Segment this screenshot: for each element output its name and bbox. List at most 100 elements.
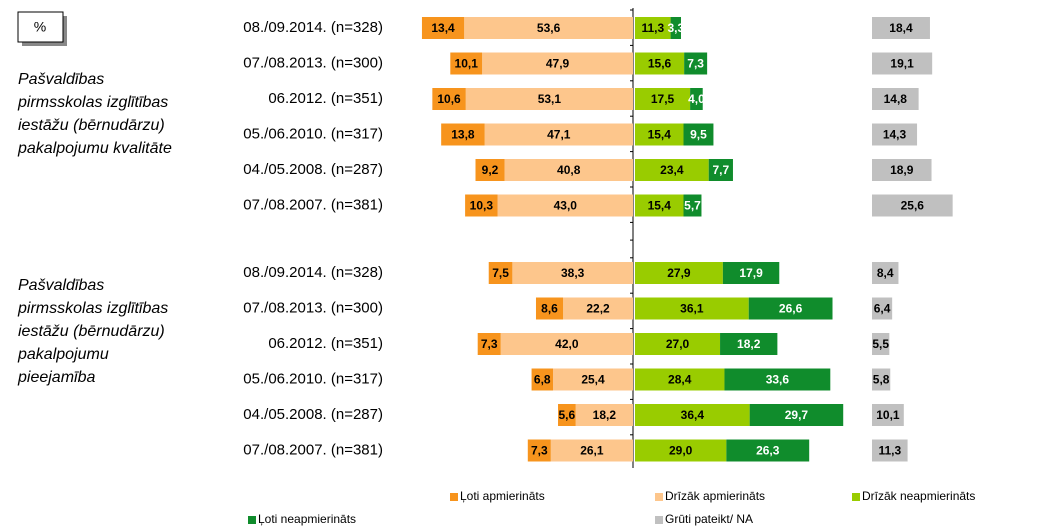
data-label: 3,3 [667,21,684,35]
data-label: 15,4 [648,199,672,213]
bar-segment [421,17,465,39]
data-label: 10,1 [455,57,479,71]
data-label: 53,6 [537,21,561,35]
bar-segment [684,52,708,75]
legend-swatch [655,516,663,524]
bar-segment [535,297,564,320]
data-label: 40,8 [557,163,581,177]
category-label: 06.2012. (n=351) [268,90,383,107]
data-label: 13,8 [451,128,475,142]
bar-segment [477,333,501,355]
data-label: 28,4 [668,373,692,387]
bar-segment [872,194,953,217]
data-label: 42,0 [555,337,579,351]
legend-swatch [248,516,256,524]
bar-segment [512,262,633,284]
bar-segment [635,194,684,217]
bar-segment [635,368,725,391]
data-label: 36,4 [681,408,705,422]
data-label: 19,1 [890,57,914,71]
data-label: 4,0 [688,92,705,106]
bar-segment [558,404,576,426]
data-label: 25,4 [581,373,605,387]
data-label: 15,6 [648,57,672,71]
data-label: 9,2 [482,163,499,177]
bar-segment [450,52,483,75]
data-label: 8,4 [877,266,894,280]
data-label: 5,6 [559,408,576,422]
bar-segment [872,297,893,320]
data-label: 6,8 [534,373,551,387]
data-label: 29,7 [785,408,809,422]
data-label: 6,4 [874,302,891,316]
data-label: 11,3 [878,444,901,458]
bar-segment [635,52,685,75]
bar-segment [670,17,681,39]
data-label: 9,5 [690,128,707,142]
bar-segment [563,297,633,320]
bar-segment [531,368,553,391]
data-label: 27,9 [667,266,691,280]
data-label: 7,3 [481,337,498,351]
bar-segment [500,333,633,355]
bar-segment [683,194,702,217]
bar-segment [635,123,684,146]
category-label: 06.2012. (n=351) [268,335,383,352]
category-label: 05./06.2010. (n=317) [243,125,383,142]
bar-segment [575,404,633,426]
data-label: 11,3 [641,21,664,35]
data-label: 10,6 [437,92,461,106]
bar-segment [497,194,633,217]
group-title: Pašvaldības pirmsskolas izglītības iestā… [18,71,172,157]
bar-segment [635,159,709,181]
bar-segment [635,262,723,284]
data-label: 7,5 [492,266,509,280]
bar-segment [748,297,833,320]
category-label: 07./08.2013. (n=300) [243,54,383,71]
data-label: 29,0 [669,444,693,458]
data-label: 8,6 [541,302,558,316]
bar-segment [527,439,551,462]
data-label: 33,6 [766,373,790,387]
bar-segment [475,159,505,181]
category-label: 05./06.2010. (n=317) [243,370,383,387]
category-label: 04./05.2008. (n=287) [243,161,383,178]
bar-segment [872,17,930,39]
bar-segment [432,88,466,110]
bar-segment [872,404,904,426]
data-label: 26,6 [779,302,803,316]
data-label: 36,1 [680,302,704,316]
legend-label: Drīzāk neapmierināts [862,489,975,503]
bar-segment [504,159,633,181]
data-label: 47,9 [546,57,570,71]
data-label: 5,8 [873,373,890,387]
data-label: 53,1 [538,92,562,106]
data-label: 18,4 [889,21,913,35]
data-label: 15,4 [648,128,672,142]
bar-segment [749,404,844,426]
bar-segment [464,17,633,39]
category-label: 08./09.2014. (n=328) [243,264,383,281]
bar-segment [872,52,933,75]
bar-segment [724,368,831,391]
bar-segment [635,88,691,110]
bar-segment [482,52,633,75]
data-label: 13,4 [431,21,455,35]
data-label: 7,3 [687,57,704,71]
legend-label: Grūti pateikt/ NA [665,512,753,526]
group-title: Pašvaldības pirmsskolas izglītības iestā… [18,277,169,386]
data-label: 25,6 [901,199,925,213]
data-label: 7,7 [712,163,729,177]
data-label: 17,9 [739,266,763,280]
data-label: 5,5 [872,337,889,351]
data-label: 27,0 [666,337,690,351]
legend-swatch [655,493,663,501]
data-label: 18,2 [593,408,617,422]
data-label: 14,8 [884,92,908,106]
bar-segment [708,159,733,181]
category-label: 07./08.2007. (n=381) [243,196,383,213]
legend-label: Drīzāk apmierināts [665,489,765,503]
data-label: 18,9 [890,163,914,177]
category-label: 07./08.2013. (n=300) [243,299,383,316]
